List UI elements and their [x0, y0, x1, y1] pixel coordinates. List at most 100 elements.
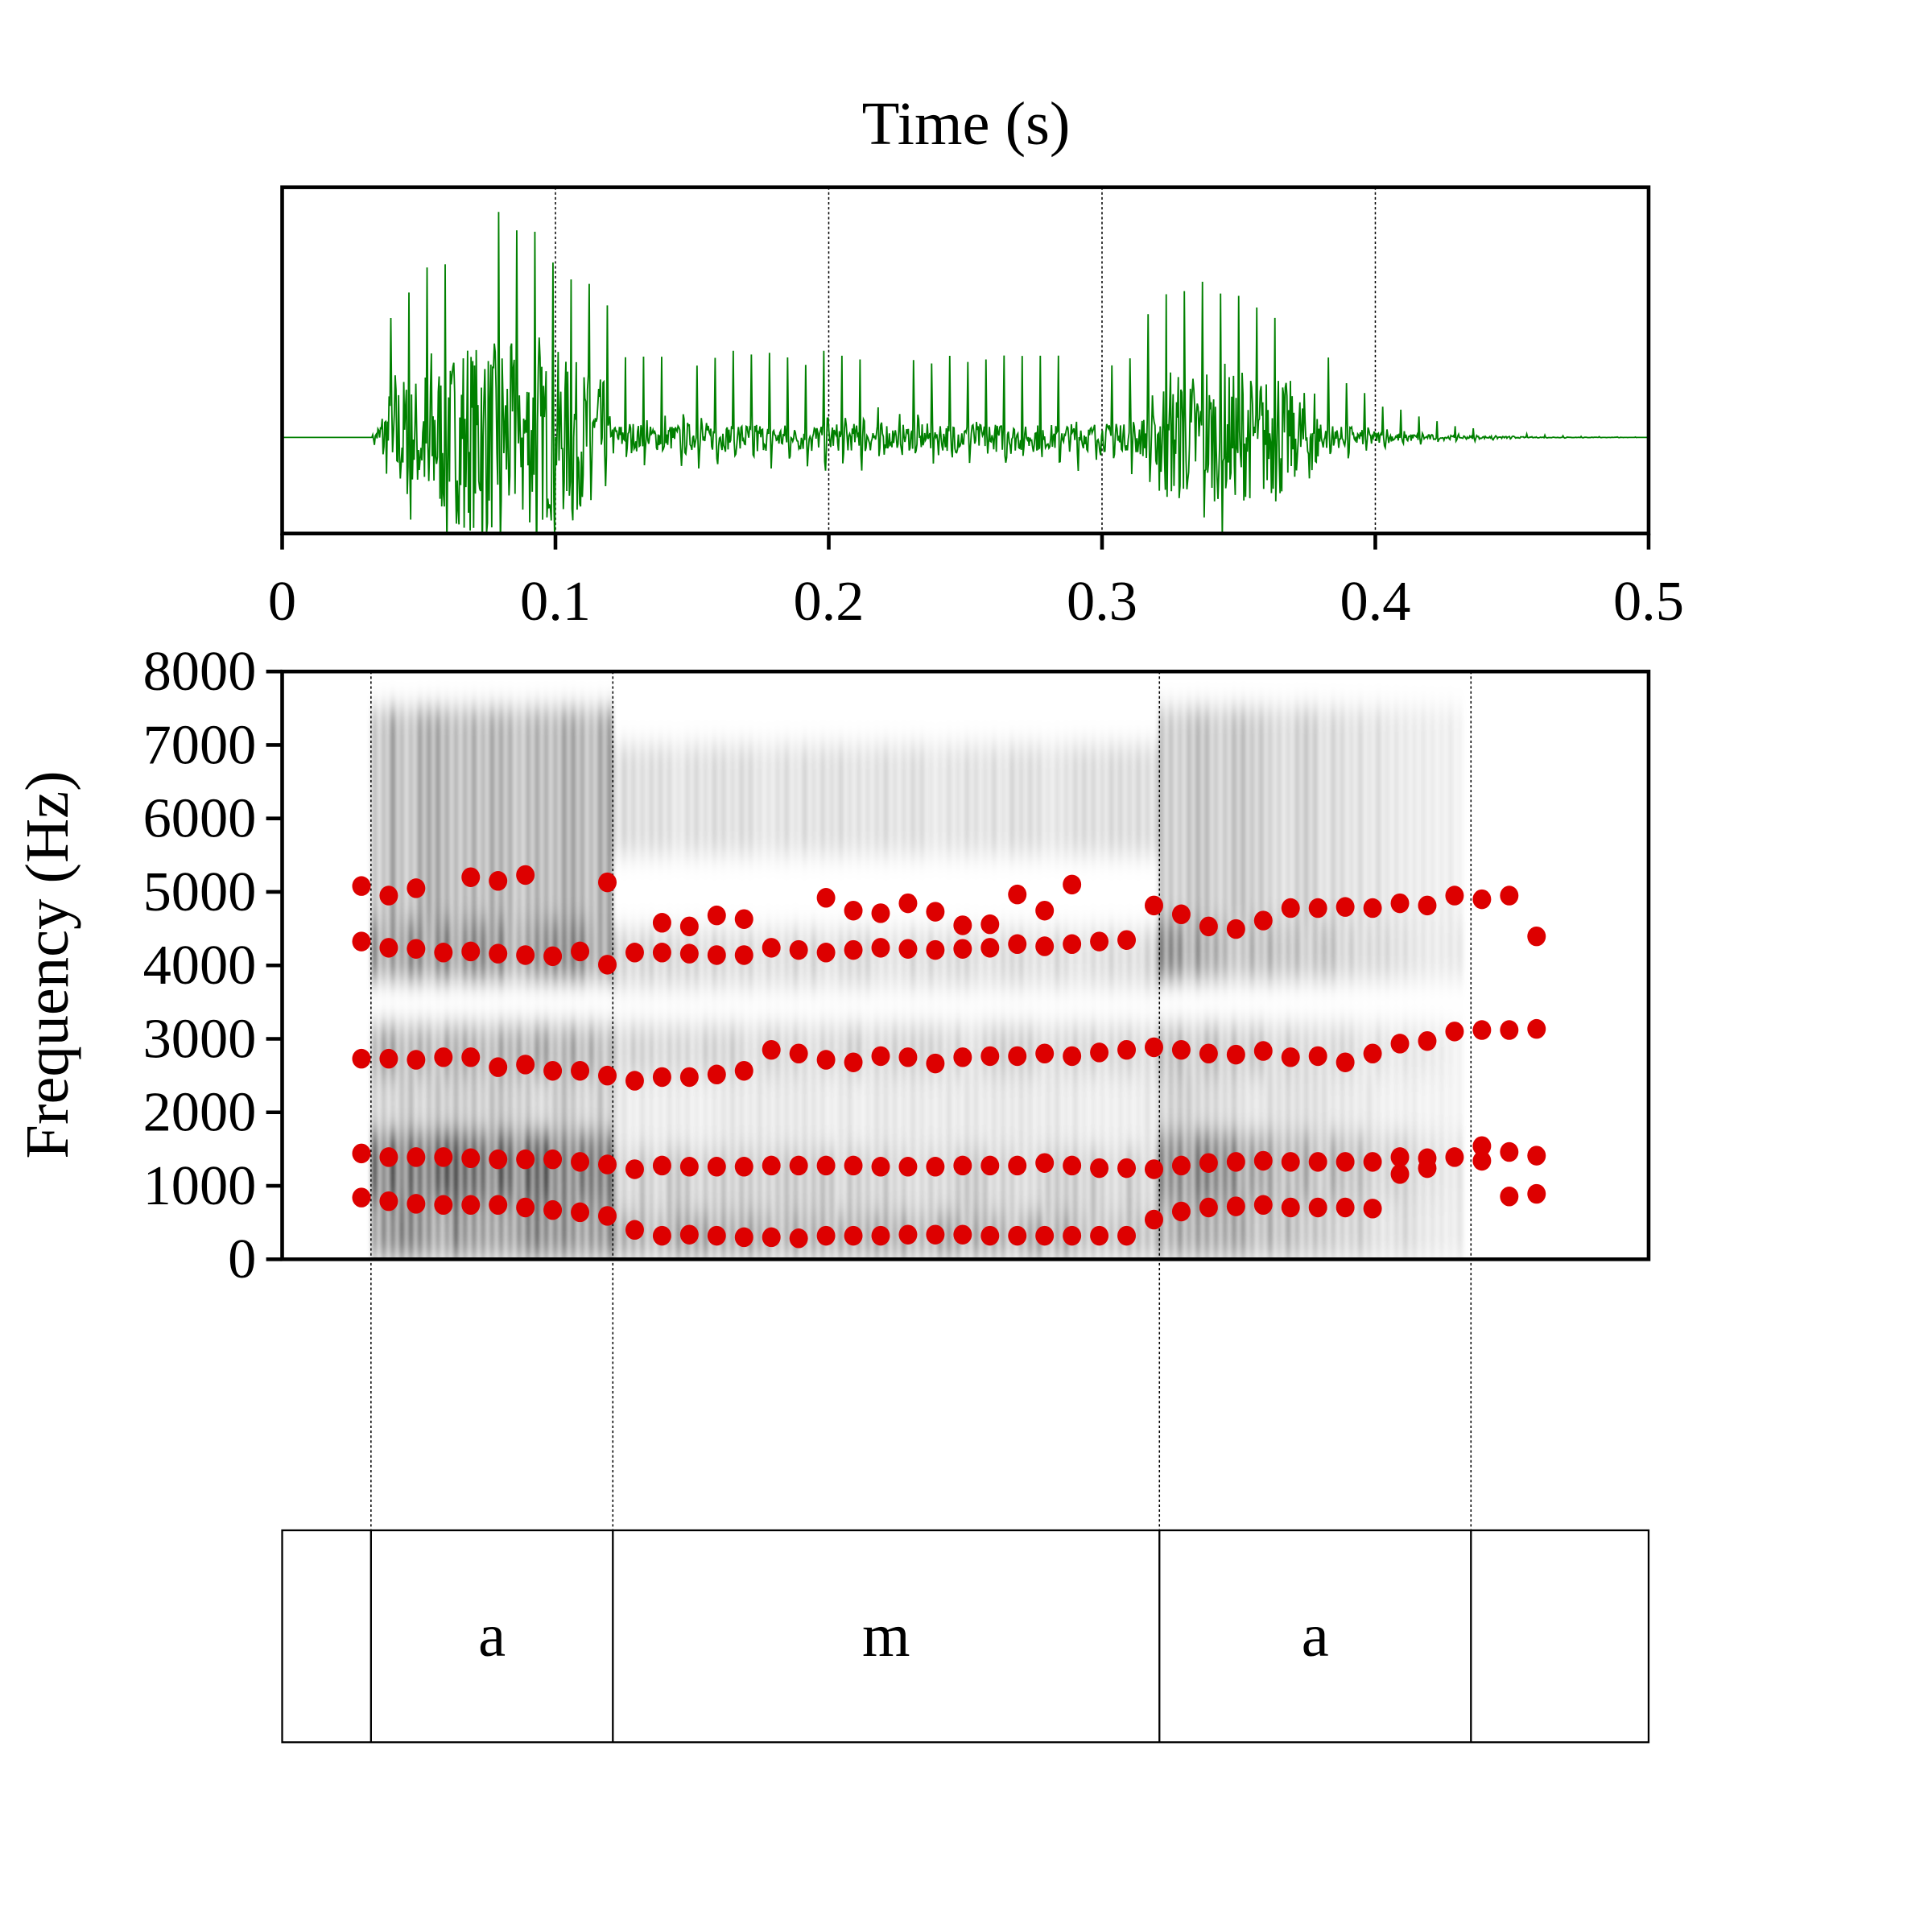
formant-point: [980, 1156, 999, 1175]
formant-point: [653, 913, 671, 932]
formant-point: [762, 1228, 781, 1247]
formant-point: [1445, 886, 1463, 905]
formant-point: [352, 1144, 370, 1163]
formant-point: [926, 1157, 944, 1176]
formant-point: [1391, 1034, 1410, 1053]
time-axis: 0 0.1 0.2 0.3 0.4 0.5: [268, 534, 1684, 633]
formant-point: [1172, 905, 1191, 924]
x-tick-label: 0.1: [520, 570, 591, 633]
formant-point: [653, 943, 671, 962]
formant-point: [407, 1147, 425, 1166]
formant-point: [461, 942, 480, 961]
formant-point: [872, 938, 890, 957]
formant-point: [1364, 1152, 1382, 1171]
formant-point: [1309, 1046, 1327, 1066]
formant-point: [762, 1156, 781, 1175]
spectrogram-image: [373, 708, 1463, 1259]
formant-point: [1172, 1040, 1191, 1059]
formant-point: [953, 1047, 972, 1067]
formant-point: [872, 1046, 890, 1066]
formant-point: [926, 1224, 944, 1244]
spectrogram-panel: 010002000300040005000600070008000 Freque…: [13, 640, 1649, 1530]
formant-point: [953, 1224, 972, 1244]
x-tick-label: 0: [268, 570, 296, 633]
formant-point: [625, 1159, 644, 1179]
formant-point: [1227, 1152, 1245, 1171]
formant-point: [1227, 1196, 1245, 1216]
formant-point: [352, 876, 370, 895]
formant-point: [680, 943, 699, 963]
formant-point: [1090, 1042, 1108, 1062]
formant-point: [543, 1200, 562, 1220]
formant-point: [1254, 1041, 1273, 1060]
formant-point: [1254, 1151, 1273, 1170]
formant-point: [1063, 935, 1081, 954]
formant-point: [817, 1226, 836, 1245]
y-tick-label: 2000: [143, 1081, 257, 1144]
formant-point: [1035, 1153, 1054, 1172]
formant-point: [1472, 1020, 1491, 1039]
y-tick-label: 6000: [143, 787, 257, 850]
formant-point: [953, 939, 972, 958]
formant-point: [407, 939, 425, 958]
formant-point: [735, 1228, 753, 1247]
formant-point: [653, 1226, 671, 1245]
formant-point: [1145, 1210, 1163, 1229]
formant-point: [817, 888, 836, 907]
formant-point: [516, 945, 535, 964]
formant-point: [625, 1071, 644, 1090]
formant-point: [708, 906, 726, 925]
textgrid-tier: ama: [283, 1530, 1649, 1742]
formant-point: [1008, 935, 1026, 954]
formant-point: [844, 940, 863, 960]
y-tick-label: 3000: [143, 1007, 257, 1070]
formant-point: [844, 901, 863, 920]
formant-point: [379, 1049, 398, 1068]
formant-point: [1172, 1202, 1191, 1221]
formant-point: [872, 903, 890, 923]
y-tick-label: 5000: [143, 861, 257, 923]
x-tick-label: 0.4: [1340, 570, 1410, 633]
formant-point: [735, 1157, 753, 1176]
formant-point: [926, 902, 944, 921]
formant-point: [1145, 1038, 1163, 1057]
formant-point: [1472, 890, 1491, 909]
formant-point: [1063, 1046, 1081, 1066]
formant-point: [407, 878, 425, 898]
formant-point: [817, 1156, 836, 1175]
y-tick-label: 4000: [143, 934, 257, 997]
formant-point: [1336, 1152, 1355, 1171]
formant-point: [489, 1057, 507, 1076]
interval-label: a: [478, 1601, 506, 1670]
formant-point: [598, 1206, 617, 1225]
formant-point: [1282, 898, 1300, 918]
formant-point: [1445, 1147, 1463, 1166]
formant-point: [1527, 1019, 1546, 1038]
praat-figure: Time (s) 0 0.1 0.2 0.3 0.4 0.5 01000200030004…: [0, 0, 1932, 1932]
y-tick-label: 1000: [143, 1154, 257, 1217]
formant-point: [680, 1224, 699, 1244]
formant-point: [434, 943, 452, 962]
formant-point: [790, 940, 808, 960]
formant-point: [1008, 1226, 1026, 1245]
formant-point: [1199, 1198, 1218, 1217]
formant-point: [735, 1061, 753, 1080]
formant-point: [844, 1156, 863, 1175]
formant-point: [625, 1220, 644, 1240]
formant-point: [571, 1152, 589, 1171]
formant-point: [434, 1147, 452, 1166]
formant-point: [352, 931, 370, 951]
formant-point: [379, 938, 398, 957]
formant-point: [1418, 1158, 1436, 1178]
formant-point: [1391, 1164, 1410, 1183]
formant-point: [1063, 1156, 1081, 1175]
formant-point: [735, 909, 753, 928]
time-axis-title: Time (s): [862, 89, 1071, 158]
formant-point: [1336, 1052, 1355, 1071]
formant-point: [653, 1156, 671, 1175]
y-tick-label: 7000: [143, 713, 257, 776]
formant-point: [379, 886, 398, 905]
formant-point: [516, 1055, 535, 1074]
formant-point: [817, 1050, 836, 1069]
formant-point: [1199, 917, 1218, 936]
